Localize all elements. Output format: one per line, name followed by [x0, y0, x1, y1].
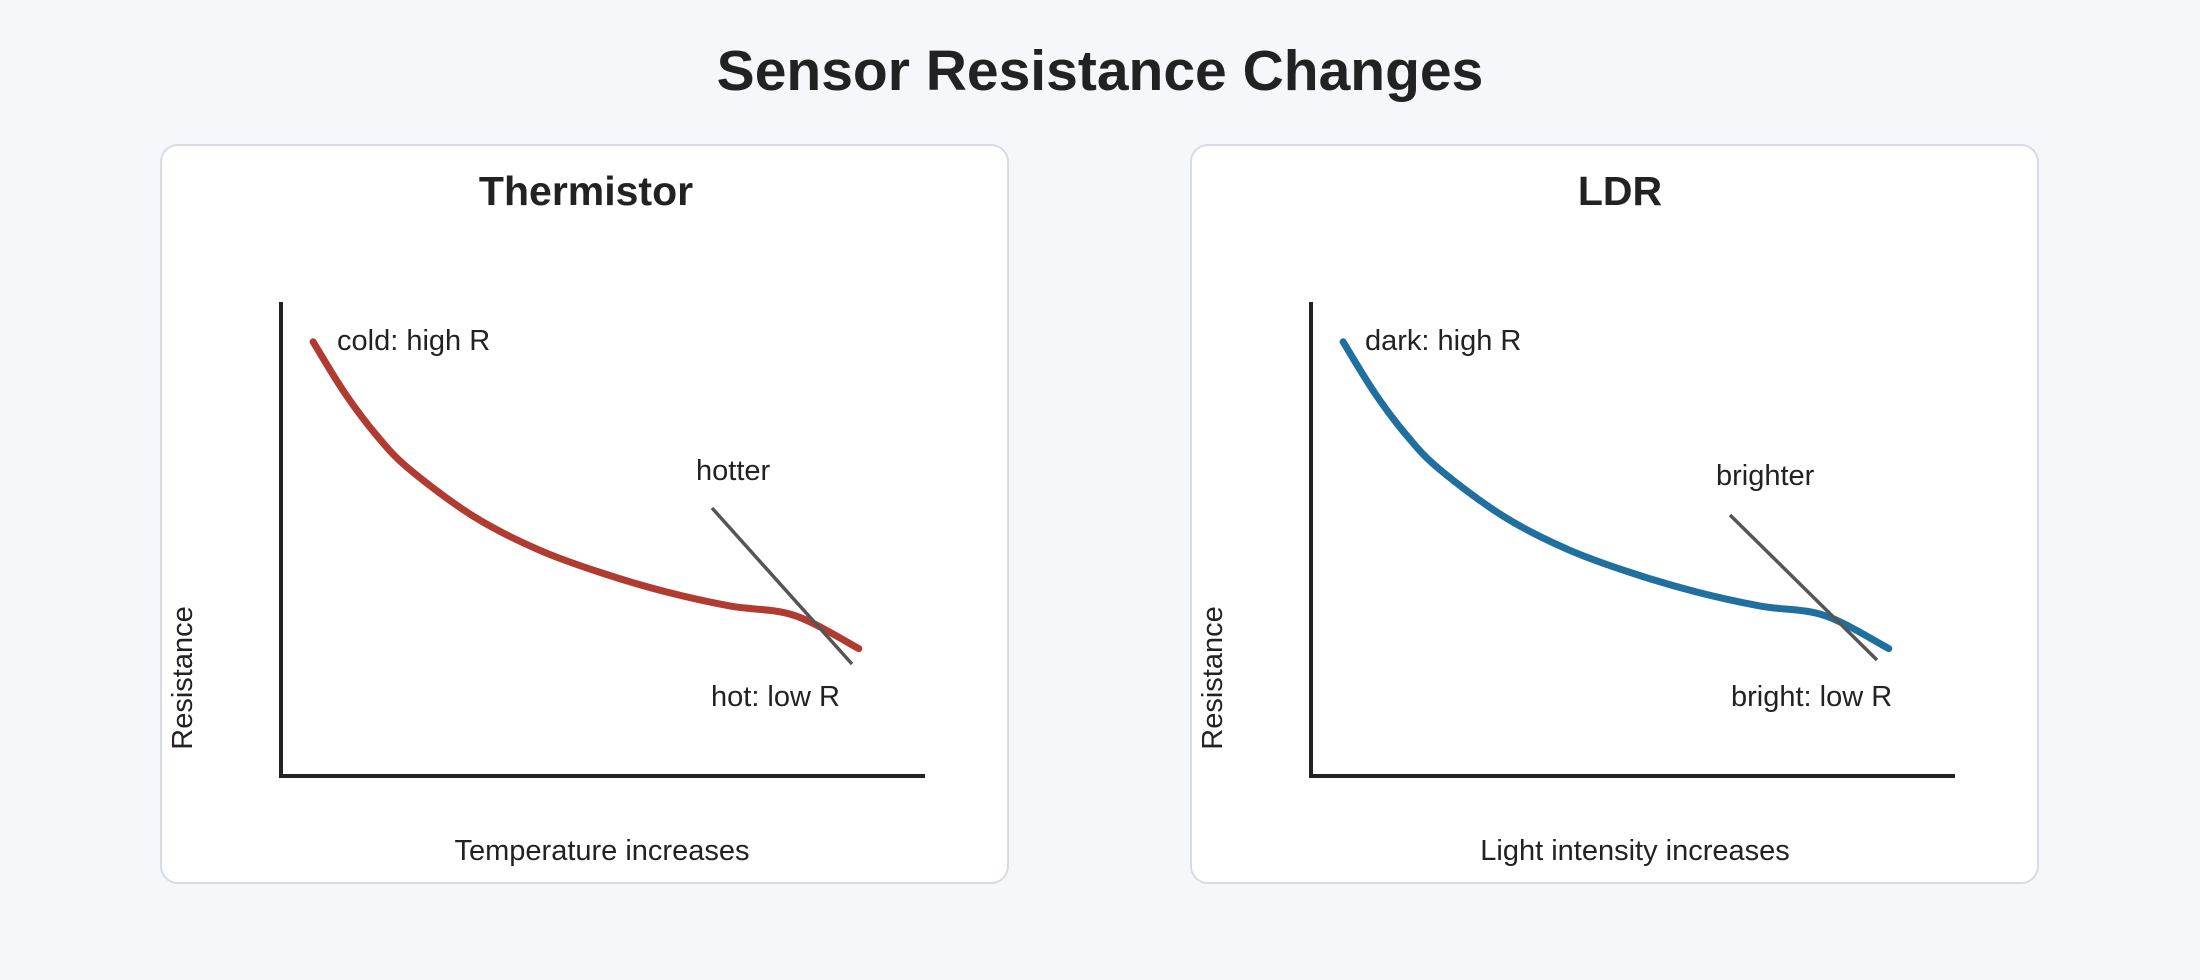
thermistor-title: Thermistor — [479, 168, 693, 214]
brighter-arrow — [1728, 513, 1879, 662]
page-title: Sensor Resistance Changes — [716, 39, 1484, 103]
thermistor-chart: Thermistor cold: high R hotter hot: low … — [167, 168, 925, 867]
ldr-y-axis-label: Resistance — [1197, 606, 1229, 749]
ldr-x-axis-label: Light intensity increases — [1480, 835, 1790, 867]
hotter-annotation: hotter — [696, 455, 770, 487]
bright-low-r-annotation: bright: low R — [1731, 681, 1892, 713]
dark-high-r-annotation: dark: high R — [1365, 325, 1521, 357]
hotter-arrow — [710, 506, 854, 666]
cold-high-r-annotation: cold: high R — [337, 325, 490, 357]
ldr-chart: LDR dark: high R brighter bright: low R … — [1197, 168, 1955, 867]
ldr-resistance-curve — [1339, 338, 1893, 653]
hot-low-r-annotation: hot: low R — [711, 681, 840, 713]
thermistor-y-axis-label: Resistance — [167, 606, 199, 749]
ldr-title: LDR — [1578, 168, 1662, 214]
thermistor-resistance-curve — [309, 338, 863, 653]
thermistor-x-axis-label: Temperature increases — [455, 835, 750, 867]
ldr-panel: LDR dark: high R brighter bright: low R … — [1190, 144, 2039, 884]
brighter-annotation: brighter — [1716, 460, 1815, 492]
thermistor-panel: Thermistor cold: high R hotter hot: low … — [160, 144, 1009, 884]
